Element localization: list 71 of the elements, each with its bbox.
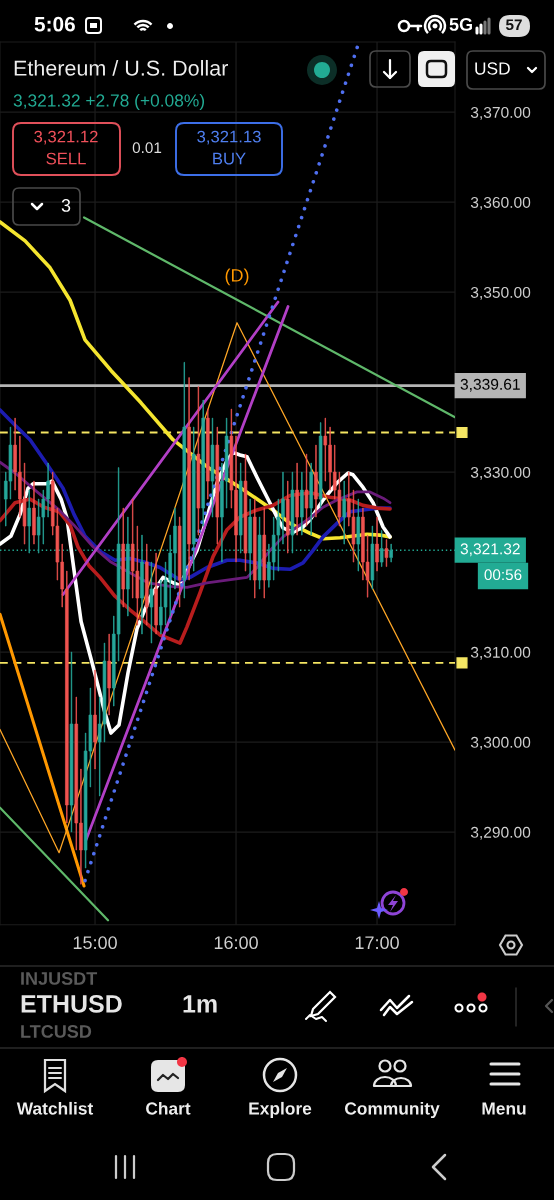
candlestick <box>69 651 74 833</box>
candlestick <box>93 669 97 770</box>
annotation: 0.01 <box>132 142 162 154</box>
candlestick <box>342 480 346 545</box>
candlestick <box>370 525 375 590</box>
text: 00:56 <box>484 569 522 581</box>
x-tick-label: 16:00 <box>214 936 258 950</box>
candlestick <box>253 498 257 599</box>
y-tick-label: 3,310.00 <box>470 646 531 660</box>
candlestick <box>121 507 125 608</box>
candlestick <box>145 543 149 626</box>
candlestick <box>295 462 299 536</box>
candlestick <box>196 386 201 536</box>
candlestick <box>243 453 248 572</box>
y-tick-label: 3,300.00 <box>470 736 531 750</box>
candlestick <box>201 399 205 527</box>
candlestick <box>191 426 196 572</box>
candlestick <box>177 516 182 608</box>
candlestick <box>389 543 393 563</box>
candlestick <box>300 471 304 536</box>
text: Chart <box>146 1101 191 1115</box>
candlestick <box>384 539 389 567</box>
x-tick-label: 17:00 <box>355 936 399 950</box>
y-tick-label: 3,360.00 <box>470 196 531 210</box>
text: 5:06 <box>34 16 75 32</box>
text: 3,321.32 +2.78 (+0.08%) <box>13 93 205 111</box>
ref-line-label: 3,339.61 <box>460 378 520 392</box>
candlestick <box>318 422 323 509</box>
y-tick-label: 3,290.00 <box>470 826 531 840</box>
candlestick <box>248 498 252 581</box>
candlestick <box>290 471 295 554</box>
text: 5G <box>449 18 472 31</box>
candlestick <box>262 507 266 599</box>
candlestick <box>215 426 220 545</box>
candlestick <box>309 462 313 536</box>
ref-line-label: 3,321.32 <box>460 543 520 557</box>
text: LTCUSD <box>21 1025 92 1038</box>
candlestick <box>257 516 262 590</box>
candlestick <box>32 480 36 545</box>
candlestick <box>314 444 318 518</box>
y-tick-label: 3,350.00 <box>470 286 531 300</box>
text: Ethereum / U.S. Dollar <box>14 59 228 76</box>
candlestick <box>304 453 309 527</box>
annotation: BUY <box>213 152 246 165</box>
y-tick-label: 3,370.00 <box>470 106 531 120</box>
candlestick <box>149 561 154 644</box>
candlestick <box>286 480 290 554</box>
annotation: 3 <box>61 199 71 212</box>
annotation: 3,321.13 <box>197 130 261 145</box>
text: Explore <box>249 1101 312 1119</box>
annotation: SELL <box>46 152 86 165</box>
candlestick <box>210 417 215 518</box>
candlestick <box>375 516 379 572</box>
line-series <box>0 322 455 854</box>
text: Menu <box>482 1102 526 1115</box>
candlestick <box>140 534 144 635</box>
text: Community <box>344 1101 440 1119</box>
annotation: 3,321.12 <box>34 130 98 145</box>
candlestick <box>107 633 111 716</box>
annotation: (D) <box>225 268 249 286</box>
candlestick <box>206 408 210 500</box>
x-tick-label: 15:00 <box>73 936 117 950</box>
text: Watchlist <box>16 1101 94 1115</box>
text: INJUSDT <box>21 972 98 985</box>
text: USD <box>475 62 510 75</box>
candlestick <box>187 377 191 581</box>
candlestick <box>154 552 158 635</box>
y-tick-label: 3,330.00 <box>470 466 531 480</box>
text: ETHUSD <box>21 995 122 1013</box>
text: 57 <box>505 19 522 31</box>
text: 1m <box>183 995 217 1013</box>
